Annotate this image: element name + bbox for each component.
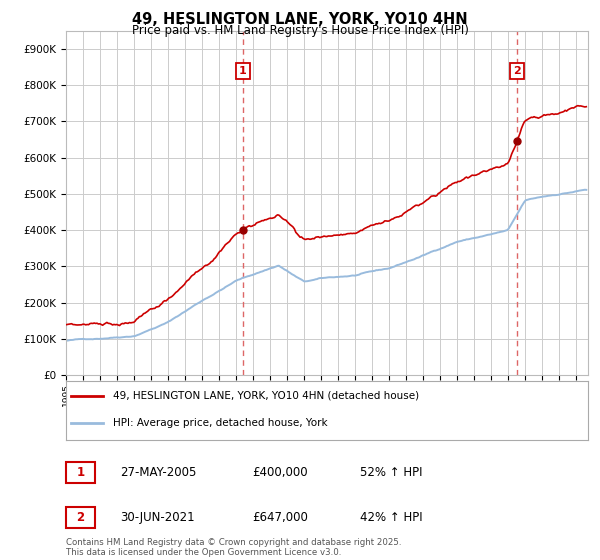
Text: £400,000: £400,000 [252,466,308,479]
Text: 1: 1 [76,466,85,479]
Text: 52% ↑ HPI: 52% ↑ HPI [360,466,422,479]
Text: 49, HESLINGTON LANE, YORK, YO10 4HN: 49, HESLINGTON LANE, YORK, YO10 4HN [132,12,468,27]
Text: 42% ↑ HPI: 42% ↑ HPI [360,511,422,524]
Text: HPI: Average price, detached house, York: HPI: Average price, detached house, York [113,418,328,428]
Text: Price paid vs. HM Land Registry's House Price Index (HPI): Price paid vs. HM Land Registry's House … [131,24,469,37]
Text: Contains HM Land Registry data © Crown copyright and database right 2025.
This d: Contains HM Land Registry data © Crown c… [66,538,401,557]
Text: 1: 1 [239,66,247,76]
Text: 2: 2 [76,511,85,524]
Text: 49, HESLINGTON LANE, YORK, YO10 4HN (detached house): 49, HESLINGTON LANE, YORK, YO10 4HN (det… [113,390,419,400]
Text: 30-JUN-2021: 30-JUN-2021 [120,511,194,524]
Text: £647,000: £647,000 [252,511,308,524]
Text: 2: 2 [513,66,520,76]
Text: 27-MAY-2005: 27-MAY-2005 [120,466,196,479]
